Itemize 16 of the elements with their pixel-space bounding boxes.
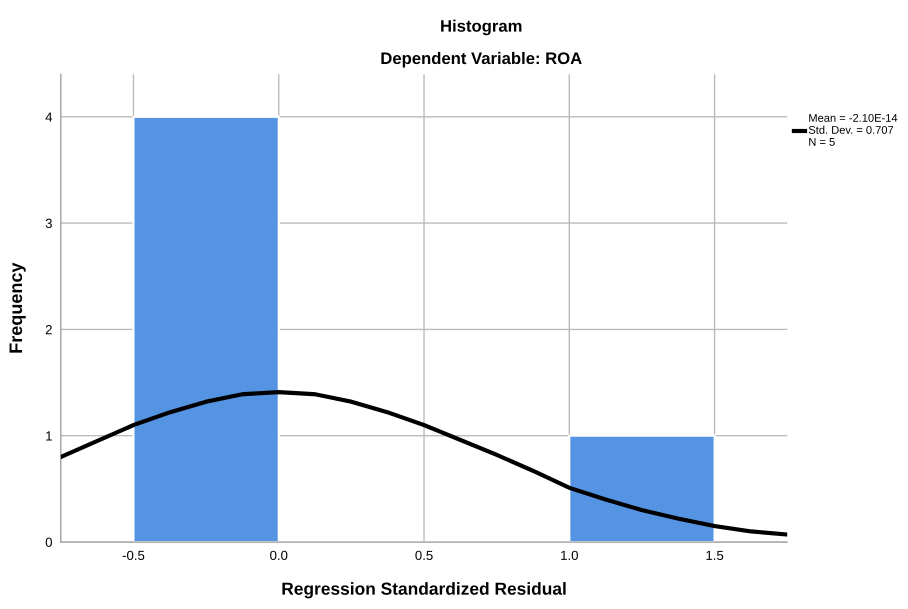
- x-tick-label: 1.0: [561, 550, 578, 560]
- x-axis-title: Regression Standardized Residual: [282, 582, 566, 598]
- legend-label: Mean = -2.10E-14 Std. Dev. = 0.707 N = 5: [808, 114, 898, 146]
- x-tick-label: 0.0: [270, 550, 288, 560]
- y-tick-label: 2: [46, 324, 52, 334]
- chart-subtitle: Dependent Variable: ROA: [381, 52, 582, 68]
- chart-title: Histogram: [441, 20, 522, 36]
- x-tick-label: 1.5: [706, 550, 724, 560]
- y-tick-label: 3: [46, 218, 52, 228]
- y-tick-label: 0: [46, 538, 52, 547]
- x-tick-label: 0.5: [415, 550, 433, 560]
- y-tick-label: 1: [46, 431, 52, 440]
- y-axis-title: Frequency: [10, 262, 26, 353]
- line-series: [60, 390, 788, 537]
- x-tick-label: -0.5: [122, 550, 144, 560]
- y-tick-label: 4: [45, 112, 52, 122]
